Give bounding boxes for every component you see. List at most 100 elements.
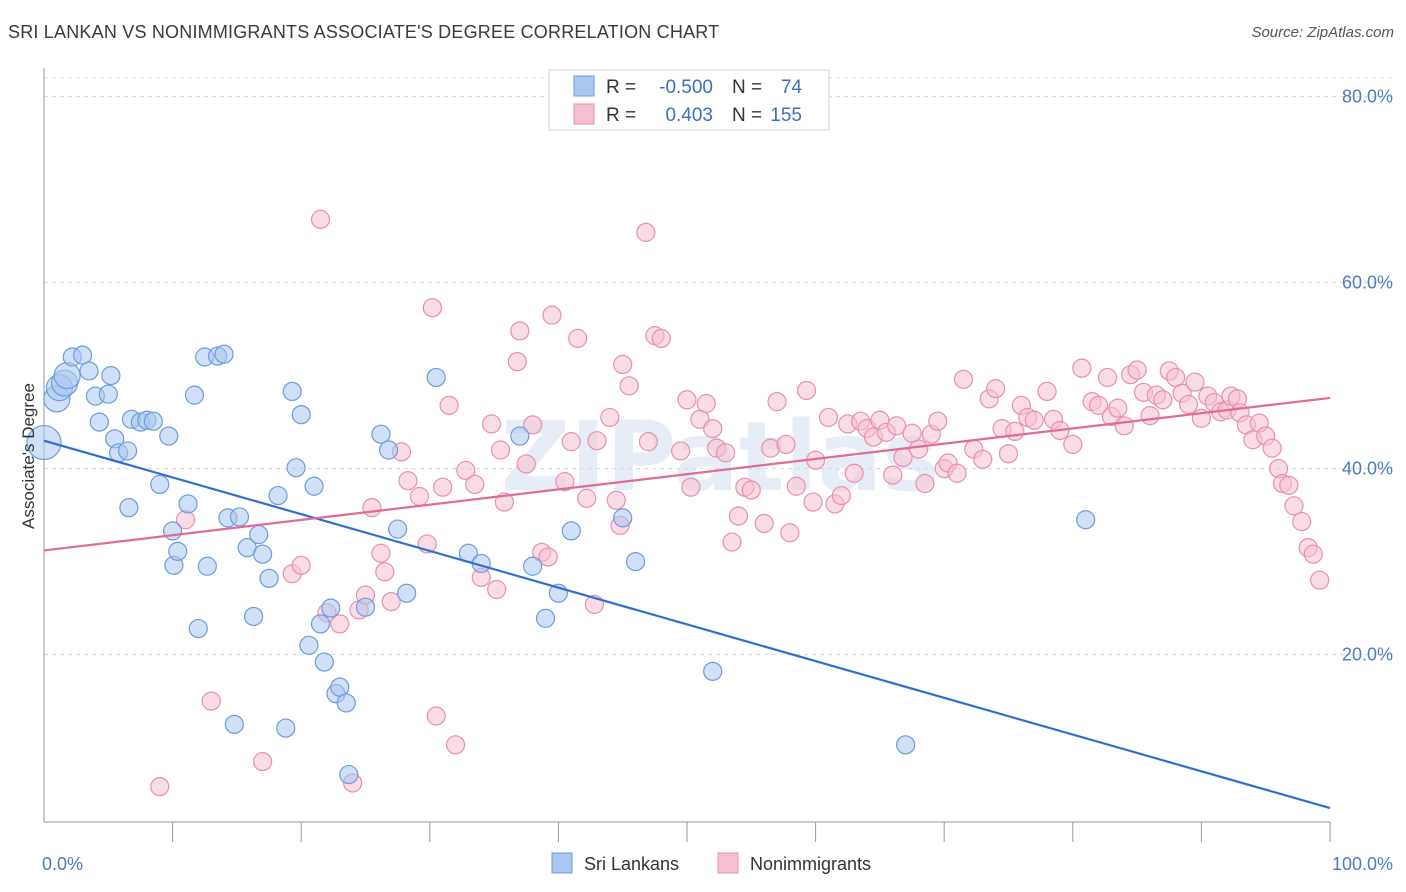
pink-point-68 [767, 392, 787, 412]
legend-blue-swatch [573, 75, 595, 97]
blue-point-55 [371, 424, 391, 444]
pink-point-22 [433, 477, 453, 497]
pink-point-77 [831, 485, 851, 506]
pink-point-18 [409, 486, 430, 507]
pink-point-40 [561, 432, 581, 452]
legend-box [548, 69, 830, 131]
pink-point-90 [915, 473, 935, 494]
blue-point-9 [89, 412, 109, 432]
pink-point-56 [681, 477, 701, 497]
pink-point-98 [973, 449, 993, 469]
chart-title: SRI LANKAN VS NONIMMIGRANTS ASSOCIATE'S … [8, 22, 720, 42]
pink-point-100 [986, 379, 1006, 399]
blue-point-25 [178, 494, 198, 514]
pink-point-72 [796, 380, 817, 401]
blue-point-68 [625, 551, 646, 572]
blue-point-70 [896, 735, 916, 755]
pink-point-59 [703, 419, 723, 439]
blue-point-42 [282, 381, 302, 402]
grid-lines [44, 77, 1393, 656]
blue-point-14 [117, 441, 138, 461]
pink-point-28 [481, 414, 502, 434]
blue-point-33 [224, 714, 244, 734]
pink-point-34 [516, 454, 536, 474]
y-axis-title: Associate's Degree [19, 383, 38, 529]
blue-point-66 [561, 521, 581, 541]
pink-point-29 [487, 579, 507, 600]
bottom-legend-blue-swatch [551, 852, 573, 874]
blue-point-43 [286, 458, 306, 478]
legend-pink-swatch [573, 103, 595, 125]
pink-point-63 [728, 506, 749, 526]
blue-point-21 [159, 426, 179, 446]
blue-point-56 [379, 440, 399, 460]
pink-point-96 [953, 369, 974, 389]
bottom-legend-nonimmigrants: Nonimmigrants [750, 854, 871, 874]
pink-point-42 [577, 488, 597, 508]
blue-point-20 [150, 474, 170, 495]
pink-point-48 [613, 354, 633, 375]
pink-point-21 [426, 706, 446, 726]
blue-point-0 [26, 424, 62, 461]
pink-point-95 [947, 463, 967, 483]
blue-point-4 [53, 362, 81, 390]
blue-point-44 [291, 405, 311, 425]
blue-point-40 [268, 485, 288, 506]
pink-point-106 [1024, 410, 1044, 430]
pink-point-116 [1108, 398, 1128, 418]
sri-lankans-points [26, 344, 1096, 785]
pink-point-65 [741, 480, 761, 500]
pink-point-114 [1097, 367, 1118, 388]
pink-point-62 [722, 532, 742, 552]
pink-point-24 [445, 735, 466, 755]
blue-point-64 [535, 608, 556, 628]
pink-point-117 [1114, 416, 1134, 436]
pink-point-3 [253, 751, 273, 772]
blue-point-46 [304, 476, 324, 496]
blue-point-62 [510, 426, 530, 446]
pink-point-103 [1005, 421, 1025, 441]
blue-point-7 [79, 361, 99, 381]
pink-point-32 [507, 352, 527, 372]
pink-point-20 [422, 298, 442, 318]
blue-point-41 [276, 718, 296, 738]
y-tick-label-1: 40.0% [1342, 459, 1393, 479]
pink-point-145 [1284, 496, 1304, 516]
pink-point-5 [291, 555, 311, 575]
pink-point-44 [587, 431, 607, 451]
blue-point-48 [314, 652, 334, 672]
pink-point-110 [1063, 434, 1083, 455]
pink-point-38 [542, 305, 562, 325]
pink-point-8 [330, 614, 350, 634]
nonimmigrants-points [150, 209, 1330, 797]
pink-point-45 [600, 407, 620, 428]
pink-point-92 [928, 411, 948, 431]
pink-point-37 [538, 547, 558, 567]
blue-point-67 [613, 508, 633, 528]
blue-point-63 [523, 556, 543, 576]
blue-point-36 [244, 606, 264, 627]
pink-point-70 [780, 523, 800, 543]
y-tick-label-2: 60.0% [1342, 273, 1393, 293]
pink-point-23 [439, 395, 459, 415]
pink-point-35 [523, 415, 543, 435]
pink-point-50 [636, 222, 656, 242]
pink-point-41 [568, 328, 588, 348]
pink-point-113 [1088, 395, 1109, 415]
pink-point-66 [754, 513, 774, 534]
blue-point-24 [168, 541, 188, 561]
blue-point-54 [355, 597, 376, 617]
pink-point-49 [619, 376, 639, 396]
correlation-legend: R = -0.500 N = 74 R = 0.403 N = 155 [548, 69, 830, 131]
pink-point-127 [1178, 394, 1199, 415]
legend-n-value-pink: 155 [770, 105, 802, 126]
blue-point-38 [253, 544, 273, 564]
pink-point-75 [818, 407, 839, 428]
pink-point-25 [456, 460, 476, 481]
blue-point-10 [98, 384, 118, 404]
pink-point-141 [1262, 438, 1282, 458]
blue-point-39 [259, 568, 279, 588]
pink-point-2 [201, 691, 221, 711]
legend-n-label-blue: N = [732, 77, 762, 98]
pink-point-53 [651, 328, 671, 348]
